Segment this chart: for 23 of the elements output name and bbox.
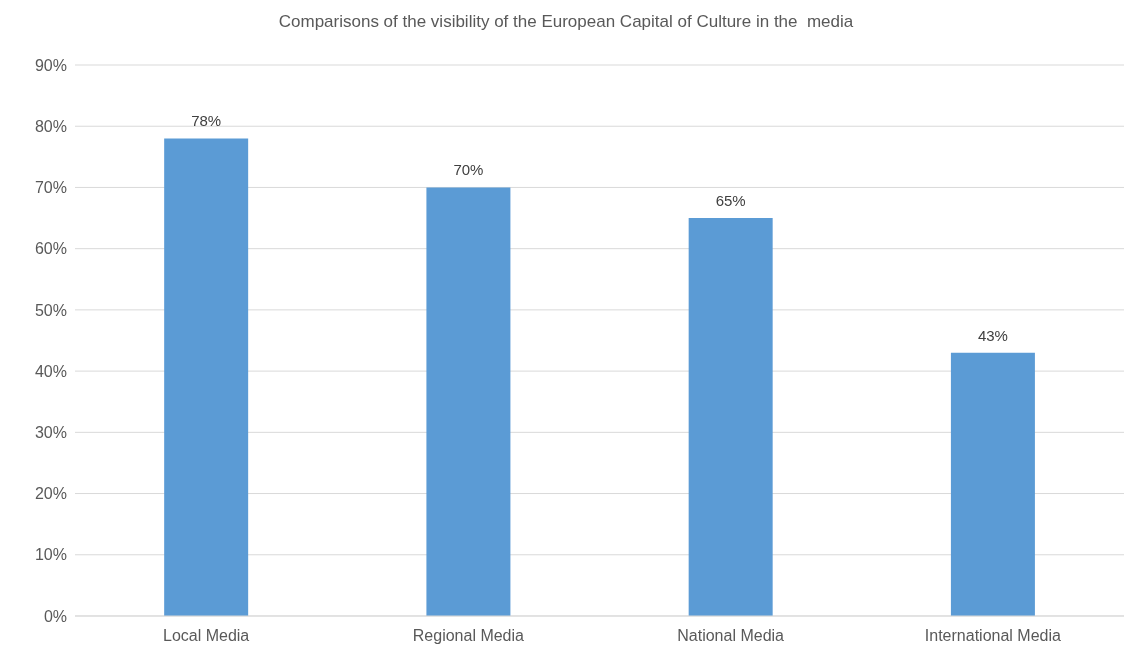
x-tick-label: Local Media	[162, 627, 250, 645]
chart-title: Comparisons of the visibility of the European Capital of Culture in the media	[277, 11, 855, 33]
y-tick-label: 70%	[34, 179, 67, 197]
y-tick-label: 90%	[34, 56, 67, 74]
y-tick-label: 30%	[34, 424, 67, 442]
bar	[164, 138, 249, 616]
x-tick-label: Regional Media	[412, 627, 525, 645]
x-tick-label: International Media	[924, 627, 1062, 645]
y-tick-label: 40%	[34, 362, 67, 380]
x-tick-label: National Media	[677, 627, 785, 645]
y-tick-label: 80%	[34, 117, 67, 135]
y-tick-label: 20%	[34, 485, 67, 503]
bar	[426, 187, 511, 616]
bar	[950, 352, 1035, 616]
data-label: 65%	[715, 192, 746, 210]
y-tick-label: 60%	[34, 240, 67, 258]
data-label: 78%	[191, 112, 222, 130]
y-tick-label: 50%	[34, 301, 67, 319]
y-tick-label: 0%	[43, 607, 67, 625]
data-label: 70%	[453, 161, 484, 179]
bar	[688, 218, 773, 616]
y-tick-label: 10%	[34, 546, 67, 564]
data-label: 43%	[977, 326, 1008, 344]
